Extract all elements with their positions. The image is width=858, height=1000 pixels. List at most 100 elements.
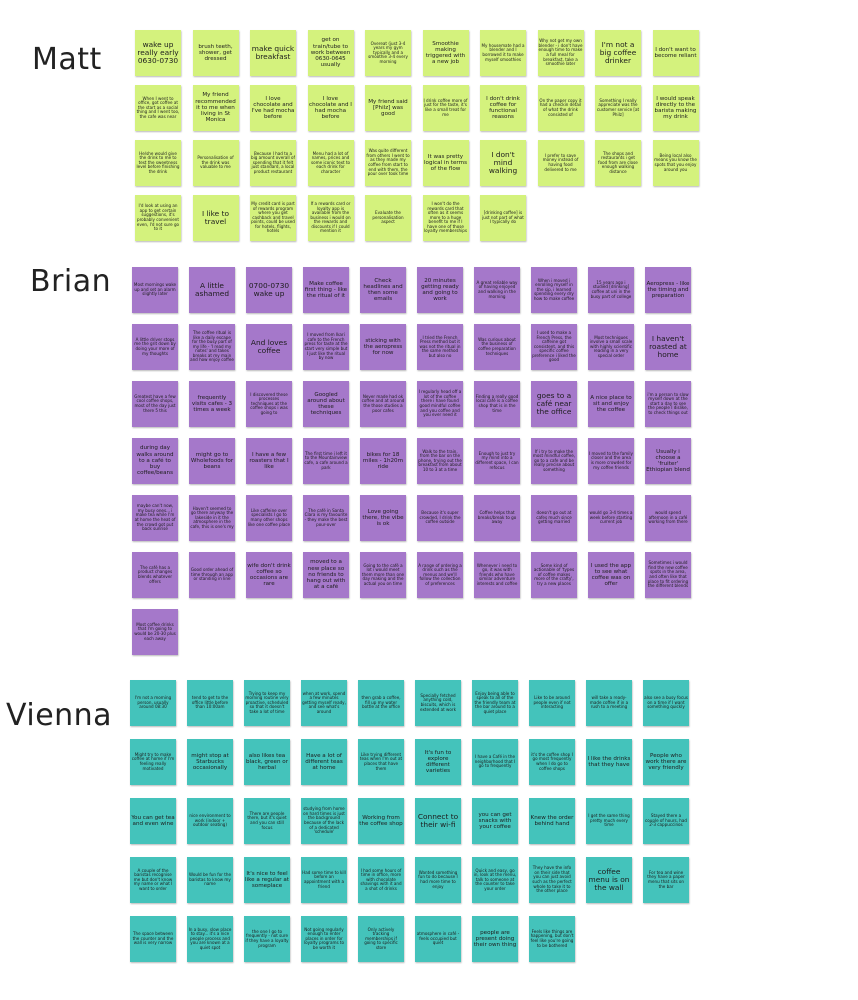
sticky-note[interactable]: when at work, spend a few minutes gettin… xyxy=(301,680,347,726)
sticky-note[interactable]: My credit card is part of rewards progra… xyxy=(250,195,296,241)
sticky-note[interactable]: A little driver stops me the grit down b… xyxy=(132,324,178,370)
sticky-note[interactable]: My friend said [Philz] was good xyxy=(365,85,411,131)
sticky-note[interactable]: I like the drinks that they have xyxy=(586,739,632,785)
sticky-note[interactable]: In a busy, slow place to stay... it's a … xyxy=(187,916,233,962)
sticky-note[interactable]: Was curious about the business of coffee… xyxy=(474,324,520,370)
sticky-note[interactable]: Greatest have a few cool coffee shops, m… xyxy=(132,381,178,427)
sticky-note[interactable]: Might try to make coffee at home if I'm … xyxy=(130,739,176,785)
sticky-note[interactable]: I don't mind walking xyxy=(480,140,526,186)
sticky-note[interactable]: You can get tea and even wine xyxy=(130,798,176,844)
sticky-note[interactable]: Coffee helps that breaks/break to go awa… xyxy=(474,495,520,541)
sticky-note[interactable]: during day walks around to a café to buy… xyxy=(132,438,178,484)
sticky-note[interactable]: Some kind of actionable of 'types of cof… xyxy=(531,552,577,598)
sticky-note[interactable]: Feels like things are happening, but don… xyxy=(529,916,575,962)
sticky-note[interactable]: I get the same thing pretty much every t… xyxy=(586,798,632,844)
sticky-note[interactable]: Connect to their wi-fi xyxy=(415,798,461,844)
sticky-note[interactable]: People who work there are very friendly xyxy=(643,739,689,785)
sticky-note[interactable]: Would be fun for the baristas to know my… xyxy=(187,857,233,903)
sticky-note[interactable]: Stayed there a couple of hours, had 2-3 … xyxy=(643,798,689,844)
sticky-note[interactable]: Overeat (just 3-4 years my gym typically… xyxy=(365,30,411,76)
sticky-note[interactable]: I love chocolate and I've had mocha befo… xyxy=(250,85,296,131)
sticky-note[interactable]: Good order ahead of time through an app … xyxy=(189,552,235,598)
sticky-note[interactable]: I don't want to become reliant xyxy=(652,30,699,76)
sticky-note[interactable]: bikes for 18 miles - 1h20m ride xyxy=(360,438,406,484)
sticky-note[interactable]: A couple of the baristas recognise me bu… xyxy=(130,857,176,903)
sticky-note[interactable]: 20 minutes getting ready and going to wo… xyxy=(417,267,463,313)
sticky-note[interactable]: Most coffee drinks that I'm going to wou… xyxy=(132,609,178,655)
sticky-note[interactable]: The coffee ritual is like a daily escape… xyxy=(189,324,235,370)
sticky-note[interactable]: I like to travel xyxy=(192,195,239,241)
sticky-note[interactable]: I had some hours of time in office, more… xyxy=(358,857,404,903)
sticky-note[interactable]: I'm not a morning person, usually around… xyxy=(130,680,176,726)
sticky-note[interactable]: might go to Wholefoods for beans xyxy=(189,438,235,484)
sticky-note[interactable]: Never made had ok coffee and at around t… xyxy=(360,381,406,427)
sticky-note[interactable]: Knew the order behind hand xyxy=(529,798,575,844)
sticky-note[interactable]: My housemate had a blender and I borrowe… xyxy=(480,30,526,76)
sticky-note[interactable]: I don't drink coffee for functional reas… xyxy=(480,85,526,131)
sticky-note[interactable]: moved to a new place so no friends to ha… xyxy=(303,552,349,598)
sticky-note[interactable]: A great reliable way of having enjoyed a… xyxy=(474,267,520,313)
sticky-note[interactable]: Specially fetched anything cold, biscuit… xyxy=(415,680,461,726)
sticky-note[interactable]: Personalisation of the drink was valuabl… xyxy=(192,140,239,186)
sticky-note[interactable]: I would speak directly to the barista ma… xyxy=(652,85,699,131)
sticky-note[interactable]: If a rewards card or loyalty app is avai… xyxy=(307,195,354,241)
sticky-note[interactable]: coffee menu is on the wall xyxy=(586,857,632,903)
sticky-note[interactable]: Finding a really good local café is a co… xyxy=(474,381,520,427)
sticky-note[interactable]: [drinking coffee] is just not part of wh… xyxy=(480,195,526,241)
sticky-note[interactable]: On the paper copy it had a checkin detai… xyxy=(537,85,584,131)
sticky-note[interactable]: Googled around about these techniques xyxy=(303,381,349,427)
sticky-note[interactable]: Aeropress - like the timing and preparat… xyxy=(645,267,691,313)
sticky-note[interactable]: Smoothie making triggered with a new job xyxy=(422,30,469,76)
sticky-note[interactable]: Have a lot of different teas at home xyxy=(301,739,347,785)
sticky-note[interactable]: the one I go to frequently - not sure if… xyxy=(244,916,290,962)
sticky-note[interactable]: Haven't seemed to go there anyway the la… xyxy=(189,495,235,541)
sticky-note[interactable]: When I went to office, got coffee at the… xyxy=(135,85,181,131)
sticky-note[interactable]: Because it's super crowded, I drink the … xyxy=(417,495,463,541)
sticky-note[interactable]: Trying to keep my morning routine very p… xyxy=(244,680,290,726)
sticky-note[interactable]: There are people there, but it's quiet a… xyxy=(244,798,290,844)
sticky-note[interactable]: i'm a person to slow myself down at the … xyxy=(645,381,691,427)
sticky-note[interactable]: I tried the French Press method but it w… xyxy=(417,324,463,370)
sticky-note[interactable]: I love chocolate and I had mocha before xyxy=(307,85,354,131)
sticky-note[interactable]: The space between the counter and the wa… xyxy=(130,916,176,962)
sticky-note[interactable]: The café in Santa Clara is my favourite … xyxy=(303,495,349,541)
sticky-note[interactable]: It was pretty logical in terms of the fl… xyxy=(422,140,469,186)
sticky-note[interactable]: I used the app to see what coffee was on… xyxy=(588,552,634,598)
sticky-note[interactable]: Usually i choose a 'fruiter' Ethiopian b… xyxy=(645,438,691,484)
sticky-note[interactable]: people are present doing their own thing xyxy=(472,916,518,962)
sticky-note[interactable]: Only actively tracking memberships if go… xyxy=(358,916,404,962)
sticky-note[interactable]: sticking with the aeropress for now xyxy=(360,324,406,370)
sticky-note[interactable]: I prefer to save money instead of having… xyxy=(537,140,584,186)
sticky-note[interactable]: I haven't roasted at home xyxy=(645,324,691,370)
sticky-note[interactable]: Wanted something fun to do because I had… xyxy=(415,857,461,903)
sticky-note[interactable]: doesn't go out at cafes much since getti… xyxy=(531,495,577,541)
sticky-note[interactable]: atmosphere in café - feels occupied but … xyxy=(415,916,461,962)
sticky-note[interactable]: Evaluate the personalisation aspect xyxy=(365,195,411,241)
sticky-note[interactable]: I used to make a French Press, the caffe… xyxy=(531,324,577,370)
sticky-note[interactable]: Make coffee first thing - like the ritua… xyxy=(303,267,349,313)
sticky-note[interactable]: I drink coffee more of just for the tast… xyxy=(422,85,469,131)
sticky-note[interactable]: Quick and easy, go in, look at the menu,… xyxy=(472,857,518,903)
sticky-note[interactable]: My friend recommended it to me when livi… xyxy=(192,85,239,131)
sticky-note[interactable]: A range of ordering a drink such as the … xyxy=(417,552,463,598)
sticky-note[interactable]: The shops and restaurants i get food fro… xyxy=(595,140,641,186)
sticky-note[interactable]: wife don't drink coffee so occasions are… xyxy=(246,552,292,598)
sticky-note[interactable]: I'd look at using an app to get certain … xyxy=(135,195,181,241)
sticky-note[interactable]: Most mornings wake up and set an alarm s… xyxy=(132,267,178,313)
sticky-note[interactable]: Love going there, the vibe is ok xyxy=(360,495,406,541)
sticky-note[interactable]: I won't do the rewards card that often a… xyxy=(422,195,469,241)
sticky-note[interactable]: Menu had a lot of names, prices and some… xyxy=(307,140,354,186)
sticky-note[interactable]: And loves coffee xyxy=(246,324,292,370)
sticky-note[interactable]: then grab a coffee, fill up my water bot… xyxy=(358,680,404,726)
sticky-note[interactable]: goes to a café near the office xyxy=(531,381,577,427)
sticky-note[interactable]: Working from the coffee shop xyxy=(358,798,404,844)
sticky-note[interactable]: might stop at Starbucks occasionally xyxy=(187,739,233,785)
sticky-note[interactable]: Why not get my own blender - i don't hav… xyxy=(537,30,584,76)
sticky-note[interactable]: I moved to the family closer and the are… xyxy=(588,438,634,484)
sticky-note[interactable]: maybe can't now, my busy ones... i make … xyxy=(132,495,178,541)
sticky-note[interactable]: When i moved i enrolling myself in the s… xyxy=(531,267,577,313)
sticky-note[interactable]: He/she would give the drink to me to tes… xyxy=(135,140,181,186)
sticky-note[interactable]: I'm not a big coffee drinker xyxy=(595,30,641,76)
sticky-note[interactable]: Was quite different from others I went t… xyxy=(365,140,411,186)
sticky-note[interactable]: I moved from Ikari cafe to the French pr… xyxy=(303,324,349,370)
